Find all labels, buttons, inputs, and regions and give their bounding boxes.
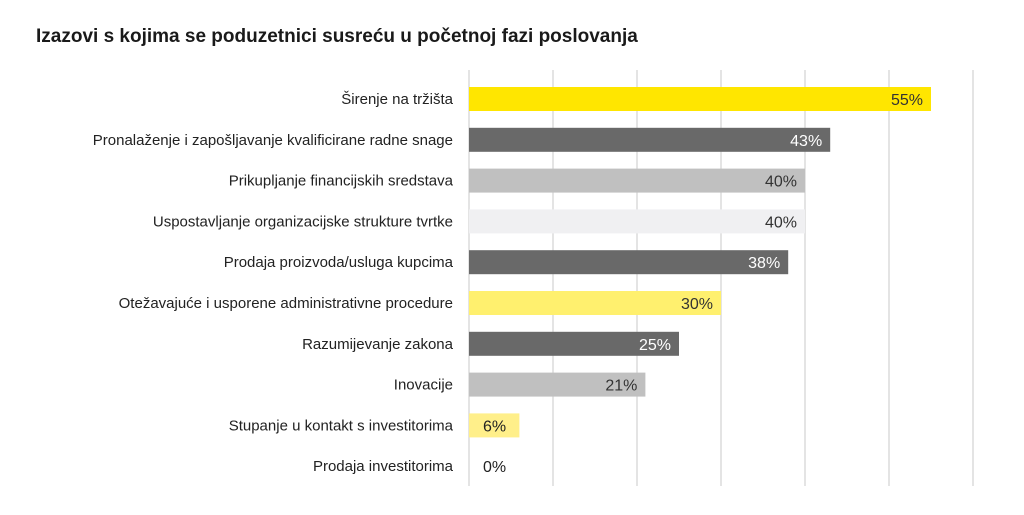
bar xyxy=(469,413,520,438)
data-label: 0% xyxy=(483,459,506,476)
bar xyxy=(469,331,679,356)
category-label: Širenje na tržišta xyxy=(341,91,453,108)
category-label: Pronalaženje i zapošljavanje kvalificira… xyxy=(93,132,453,149)
bar xyxy=(469,87,931,111)
bar xyxy=(469,372,646,397)
data-label: 30% xyxy=(681,296,713,313)
data-label: 40% xyxy=(765,214,797,231)
category-label: Prodaja proizvoda/usluga kupcima xyxy=(224,254,454,271)
category-label: Razumijevanje zakona xyxy=(302,336,454,353)
bar xyxy=(469,291,721,315)
category-label: Otežavajuće i usporene administrativne p… xyxy=(119,295,453,312)
bar xyxy=(469,250,789,275)
bar xyxy=(469,127,831,152)
category-label: Uspostavljanje organizacijske strukture … xyxy=(153,213,453,230)
bar xyxy=(469,209,805,234)
data-label: 43% xyxy=(790,133,822,150)
data-label: 38% xyxy=(748,255,780,272)
data-label: 25% xyxy=(639,337,671,354)
category-label: Prikupljanje financijskih sredstava xyxy=(229,173,454,190)
category-label: Stupanje u kontakt s investitorima xyxy=(229,417,454,434)
data-label: 55% xyxy=(891,92,923,109)
bar xyxy=(469,168,805,193)
chart-title: Izazovi s kojima se poduzetnici susreću … xyxy=(36,26,638,47)
category-label: Inovacije xyxy=(394,377,453,394)
data-label: 40% xyxy=(765,174,797,191)
data-label: 6% xyxy=(483,418,506,435)
data-label: 21% xyxy=(605,378,637,395)
category-label: Prodaja investitorima xyxy=(313,458,454,475)
